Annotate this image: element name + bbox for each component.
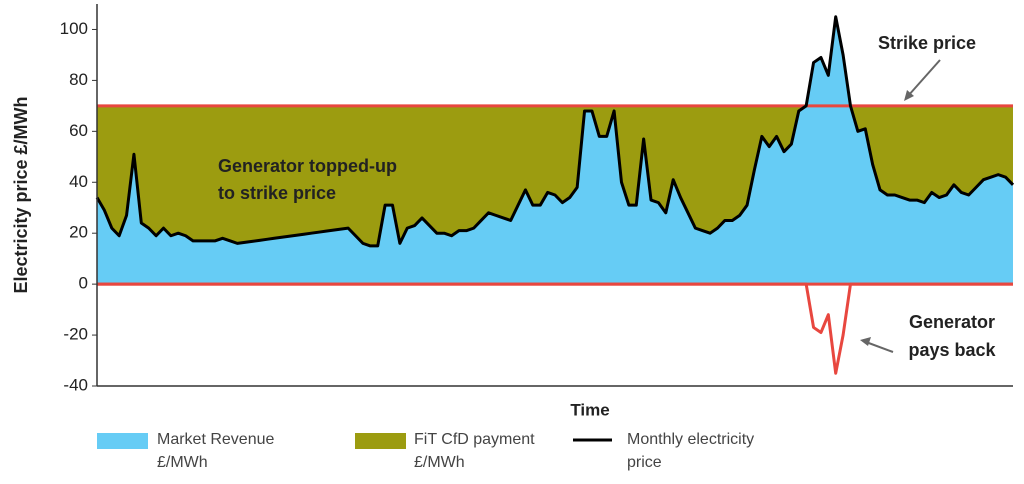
arrow xyxy=(907,59,941,97)
legend-label: £/MWh xyxy=(157,454,208,471)
annotation: Generator xyxy=(909,312,995,332)
annotation: pays back xyxy=(908,340,996,360)
y-tick-label: 100 xyxy=(60,19,88,38)
legend-label: £/MWh xyxy=(414,454,465,471)
legend-swatch xyxy=(97,433,148,449)
payback-line xyxy=(97,282,1013,375)
y-tick-label: 0 xyxy=(79,274,88,293)
legend-label: price xyxy=(627,454,662,471)
plot-area xyxy=(95,15,1015,375)
y-tick-label: 20 xyxy=(69,223,88,242)
y-tick-label: 80 xyxy=(69,70,88,89)
market-area xyxy=(97,16,1013,285)
annotation: to strike price xyxy=(218,183,336,203)
y-tick-label: -20 xyxy=(63,325,88,344)
y-tick-label: 40 xyxy=(69,172,88,191)
y-axis-label: Electricity price £/MWh xyxy=(11,96,31,293)
x-axis-label: Time xyxy=(570,400,609,419)
y-tick-label: 60 xyxy=(69,121,88,140)
arrow xyxy=(865,341,894,353)
price-line xyxy=(95,15,1015,248)
annotation: Generator topped-up xyxy=(218,156,397,176)
legend-label: Market Revenue xyxy=(157,431,274,448)
legend-swatch xyxy=(355,433,406,449)
legend-label: FiT CfD payment xyxy=(414,431,535,448)
arrow-head xyxy=(904,90,914,101)
annotation: Strike price xyxy=(878,33,976,53)
y-tick-label: -40 xyxy=(63,375,88,394)
arrow-head xyxy=(860,337,871,346)
legend-label: Monthly electricity xyxy=(627,431,754,448)
